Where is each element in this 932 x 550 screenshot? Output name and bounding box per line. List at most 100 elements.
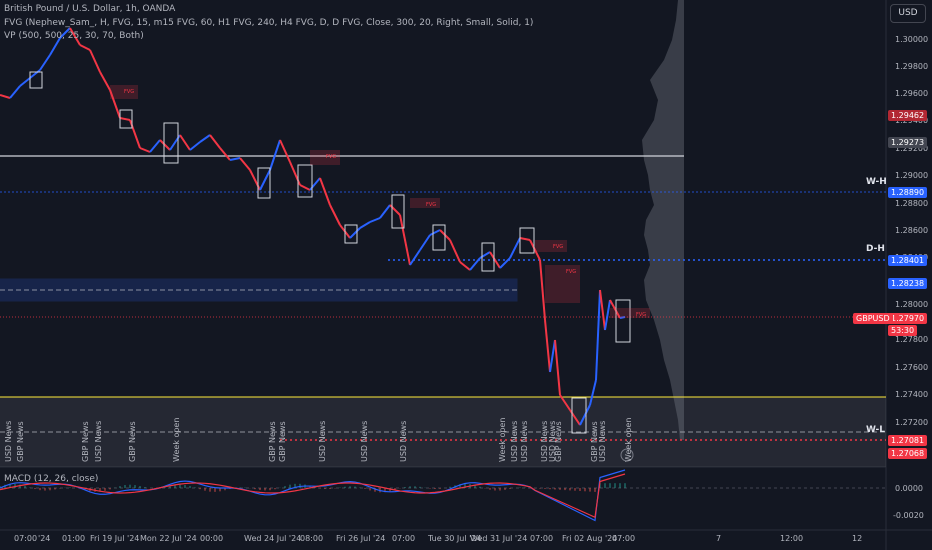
price-tag: 53:30 bbox=[888, 325, 918, 336]
macd-signal-line bbox=[0, 473, 626, 519]
fvg-zone bbox=[545, 265, 580, 303]
news-label: Week open bbox=[172, 417, 181, 462]
price-segment bbox=[544, 319, 551, 373]
news-label: GBP News bbox=[16, 421, 25, 462]
price-segment bbox=[599, 289, 606, 331]
price-segment bbox=[119, 117, 131, 121]
highlight-box bbox=[481, 242, 495, 272]
macd-axis-zero: 0.0000 bbox=[895, 484, 923, 493]
time-axis-label: 07:00 bbox=[14, 534, 38, 543]
price-segment bbox=[79, 44, 91, 51]
price-axis-label: 1.29800 bbox=[895, 62, 929, 71]
price-segment bbox=[489, 251, 501, 269]
fvg-label: FVG bbox=[124, 89, 134, 95]
price-tag: 1.28401 bbox=[888, 255, 928, 266]
price-axis-label: 1.29200 bbox=[895, 144, 929, 153]
highlight-box bbox=[519, 227, 535, 254]
highlight-box bbox=[257, 167, 271, 199]
price-segment bbox=[349, 227, 361, 239]
news-label: USD News bbox=[360, 420, 369, 462]
news-label: GBP News bbox=[268, 421, 277, 462]
time-axis-label: 07:00 bbox=[612, 534, 636, 543]
news-label: USD News bbox=[510, 420, 519, 462]
fvg-indicator-legend[interactable]: FVG (Nephew_Sam_, H, FVG, 15, m15 FVG, 6… bbox=[4, 18, 534, 28]
price-segment bbox=[419, 234, 431, 251]
price-segment bbox=[99, 71, 111, 91]
price-axis-label: 1.29000 bbox=[895, 171, 929, 180]
time-axis-label: 07:00 bbox=[392, 534, 416, 543]
time-axis-label: Fri 02 Aug '24 bbox=[562, 534, 618, 543]
time-axis-label: 12:00 bbox=[780, 534, 804, 543]
price-tag: 1.27081 bbox=[888, 435, 928, 446]
weekly-low-label: W-L bbox=[866, 425, 885, 435]
macd-legend[interactable]: MACD (12, 26, close) bbox=[4, 474, 99, 484]
price-tag: 1.27068 bbox=[888, 448, 928, 459]
price-segment bbox=[399, 214, 411, 266]
volume-profile bbox=[642, 0, 684, 440]
highlight-box bbox=[29, 71, 43, 89]
price-segment bbox=[449, 239, 461, 263]
price-segment bbox=[554, 339, 561, 396]
price-segment bbox=[229, 157, 241, 161]
news-label: Week open bbox=[624, 417, 633, 462]
fvg-zone bbox=[110, 85, 138, 99]
price-segment bbox=[9, 85, 21, 99]
price-segment bbox=[619, 316, 626, 319]
price-axis-label: 1.27200 bbox=[895, 418, 929, 427]
price-segment bbox=[319, 177, 331, 206]
weekly-high-label: W-H bbox=[866, 177, 887, 187]
price-segment bbox=[469, 257, 481, 271]
price-segment bbox=[549, 339, 556, 373]
price-segment bbox=[159, 139, 171, 151]
price-segment bbox=[519, 237, 531, 241]
price-segment bbox=[279, 139, 291, 163]
symbol-legend[interactable]: British Pound / U.S. Dollar, 1h, OANDA bbox=[4, 4, 176, 14]
scroll-to-latest-icon bbox=[620, 448, 634, 462]
price-segment bbox=[179, 134, 191, 151]
fvg-label: FVG bbox=[426, 202, 436, 208]
time-axis-label: 07:00 bbox=[530, 534, 554, 543]
price-axis-label: 1.28800 bbox=[895, 199, 929, 208]
price-segment bbox=[209, 134, 221, 149]
price-segment bbox=[69, 27, 81, 46]
currency-button[interactable]: USD bbox=[890, 4, 926, 23]
vp-indicator-legend[interactable]: VP (500, 500, 25, 30, 70, Both) bbox=[4, 31, 144, 41]
time-axis-label: 08:00 bbox=[300, 534, 324, 543]
price-segment bbox=[589, 379, 597, 406]
price-axis-label: 1.30000 bbox=[895, 35, 929, 44]
symbol-tag: GBPUSD bbox=[853, 313, 893, 324]
highlight-box bbox=[297, 164, 313, 198]
time-axis-label: Wed 31 Jul '24 bbox=[470, 534, 528, 543]
price-axis-label: 1.28000 bbox=[895, 300, 929, 309]
time-axis-label: Fri 19 Jul '24 bbox=[90, 534, 140, 543]
price-segment bbox=[109, 89, 121, 119]
price-segment bbox=[409, 249, 421, 266]
price-segment bbox=[259, 169, 271, 191]
price-segment bbox=[595, 289, 601, 381]
price-axis-label: 1.27600 bbox=[895, 363, 929, 372]
highlight-box bbox=[344, 224, 358, 244]
price-axis-label: 1.28600 bbox=[895, 226, 929, 235]
fvg-zone bbox=[610, 308, 650, 318]
fvg-label: FVG bbox=[553, 244, 563, 250]
price-segment bbox=[379, 204, 391, 219]
news-label: GBP News bbox=[81, 421, 90, 462]
news-label: USD News bbox=[4, 420, 13, 462]
time-axis-label: 12 bbox=[852, 534, 863, 543]
price-segment bbox=[579, 404, 591, 426]
news-label: GBP News bbox=[278, 421, 287, 462]
news-label: GBP News bbox=[128, 421, 137, 462]
highlight-box bbox=[119, 109, 133, 129]
time-axis-label: Fri 26 Jul '24 bbox=[336, 534, 386, 543]
time-axis-label: 01:00 bbox=[62, 534, 86, 543]
news-label: USD News bbox=[94, 420, 103, 462]
fvg-zone bbox=[535, 240, 567, 252]
price-segment bbox=[89, 49, 101, 73]
price-tag: 1.27970 bbox=[888, 313, 928, 324]
fvg-zone bbox=[310, 150, 340, 165]
daily-high-label: D-H bbox=[866, 244, 885, 254]
price-segment bbox=[219, 147, 231, 161]
price-segment bbox=[149, 139, 161, 153]
